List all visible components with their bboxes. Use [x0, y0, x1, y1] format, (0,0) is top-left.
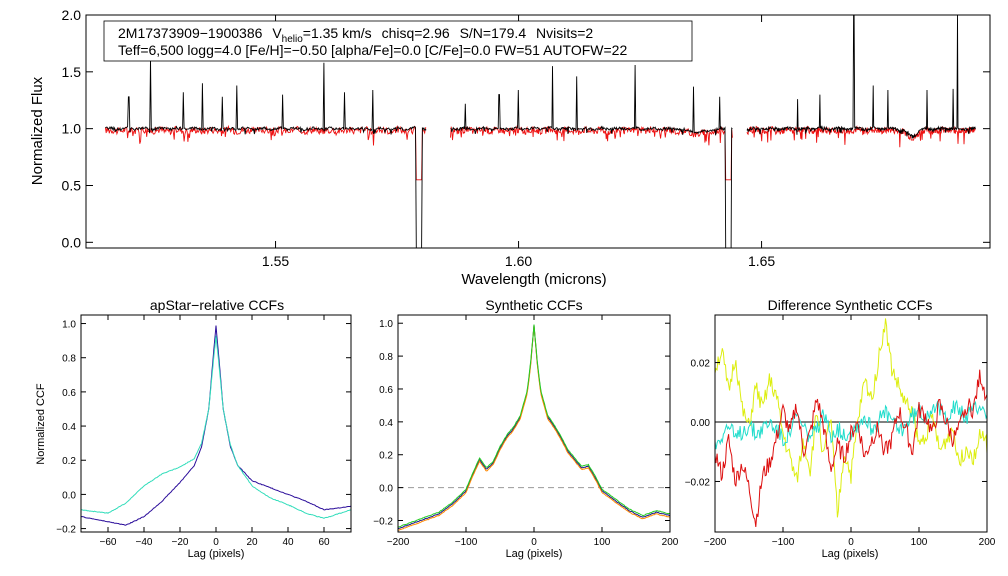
x-tick-label: −100 — [455, 537, 478, 548]
spectrum-ticks: 1.55 1.60 1.65 0.0 0.5 1.0 1.5 2.0 — [62, 7, 990, 269]
y-tick-label: 1.0 — [62, 121, 82, 137]
vhelio-prefix: V — [272, 25, 282, 41]
x-tick-label: 0 — [213, 537, 219, 548]
spectrum-model-chip-1 — [104, 124, 427, 181]
spectrum-plot-area — [104, 15, 976, 248]
x-tick-label: 0 — [531, 537, 537, 548]
difference-ccf-plot-area — [715, 318, 987, 527]
difference-ccf-x-axis-label: Lag (pixels) — [822, 548, 879, 560]
y-tick-label: 0.02 — [691, 359, 711, 370]
nvisits-value: Nvisits=2 — [536, 25, 593, 41]
x-tick-label: 100 — [594, 537, 611, 548]
vhelio-subscript: helio — [282, 34, 304, 45]
apstar_ccf-series-ccf_secondary — [81, 335, 351, 519]
annotation-line-2: Teff=6,500 logg=4.0 [Fe/H]=−0.50 [alpha/… — [118, 42, 627, 58]
x-tick-label: 40 — [282, 537, 294, 548]
y-tick-label: 0.2 — [62, 456, 76, 467]
x-tick-label: 20 — [246, 537, 258, 548]
x-tick-label: 1.60 — [505, 253, 532, 269]
difference-ccf-panel: Difference Synthetic CCFs −200 −100 0 100 20… — [685, 297, 996, 560]
difference_ccf-series-red — [715, 369, 987, 527]
y-tick-label: 0.4 — [62, 422, 76, 433]
x-tick-label: −40 — [136, 537, 153, 548]
x-tick-label: −200 — [387, 537, 410, 548]
spectrum-plot-frame — [85, 14, 991, 249]
spectrum-observed-chip-2 — [450, 64, 733, 248]
y-tick-label: 0.2 — [379, 451, 393, 462]
synthetic_ccf-series-green — [398, 324, 670, 528]
apstar-ccf-y-axis-label: Normalized CCF — [35, 383, 47, 465]
apstar-ccf-plot-area — [81, 325, 351, 526]
y-tick-label: 0.00 — [691, 418, 711, 429]
signal-to-noise: S/N=179.4 — [460, 25, 527, 41]
y-tick-label: 0.8 — [379, 352, 393, 363]
x-tick-label: 0 — [848, 537, 854, 548]
apstar-ccf-panel: apStar−relative CCFs −60 −40 −20 0 20 40 60 −0.… — [35, 297, 352, 560]
x-tick-label: 1.55 — [262, 253, 289, 269]
y-tick-label: 0.6 — [379, 385, 393, 396]
annotation-line-1: 2M17373909−1900386 Vhelio=1.35 km/s chis… — [118, 25, 593, 45]
spectrum-observed-chip-1 — [105, 58, 427, 248]
x-tick-label: −100 — [772, 537, 795, 548]
x-tick-label: 200 — [662, 537, 679, 548]
y-tick-label: −0.2 — [373, 516, 393, 527]
x-tick-label: −60 — [100, 537, 117, 548]
x-tick-label: 100 — [911, 537, 928, 548]
x-tick-label: −20 — [172, 537, 189, 548]
apstar-ccf-x-axis-label: Lag (pixels) — [188, 548, 245, 560]
synthetic-ccf-x-axis-label: Lag (pixels) — [506, 548, 563, 560]
y-tick-label: 1.0 — [62, 320, 76, 331]
apstar-ccf-ticks: −60 −40 −20 0 20 40 60 −0.2 0.0 0.2 0.4 0.6 0.8 1.0 — [56, 315, 351, 548]
spectrum-observed-chip-3 — [746, 15, 976, 139]
x-tick-label: 1.65 — [748, 253, 775, 269]
y-tick-label: 0.5 — [62, 177, 82, 193]
chisq-value: chisq=2.96 — [382, 25, 450, 41]
apstar-ccf-title: apStar−relative CCFs — [150, 297, 284, 313]
y-tick-label: 0.6 — [62, 388, 76, 399]
spectrum-panel: 1.55 1.60 1.65 0.0 0.5 1.0 1.5 2.0 Wavelength (… — [29, 7, 991, 288]
y-tick-label: 0.4 — [379, 418, 393, 429]
spectrum-y-axis-label: Normalized Flux — [29, 76, 46, 185]
y-tick-label: −0.2 — [56, 525, 76, 536]
y-tick-label: 1.0 — [379, 319, 393, 330]
synthetic-ccf-plot-area — [398, 324, 670, 531]
y-tick-label: 2.0 — [62, 7, 82, 23]
y-tick-label: 0.0 — [62, 234, 82, 250]
y-tick-label: −0.02 — [685, 477, 711, 488]
x-tick-label: 200 — [979, 537, 996, 548]
y-tick-label: 0.8 — [62, 354, 76, 365]
synthetic-ccf-title: Synthetic CCFs — [485, 297, 582, 313]
x-tick-label: 60 — [318, 537, 330, 548]
synthetic-ccf-panel: Synthetic CCFs −200 −100 0 100 200 −0.2 0.0 0.2… — [373, 297, 679, 560]
spectrum-x-axis-label: Wavelength (microns) — [461, 271, 606, 288]
star-id: 2M17373909−1900386 — [118, 25, 263, 41]
x-tick-label: −200 — [704, 537, 727, 548]
annotation-box — [103, 20, 693, 62]
spectrum-annotation: 2M17373909−1900386 Vhelio=1.35 km/s chis… — [103, 20, 693, 62]
difference_ccf-series-yellow — [715, 318, 987, 518]
y-tick-label: 0.0 — [62, 490, 76, 501]
difference-ccf-title: Difference Synthetic CCFs — [768, 297, 933, 313]
apstar_ccf-series-ccf_primary — [81, 325, 351, 526]
difference-ccf-ticks: −200 −100 0 100 200 −0.02 0.00 0.02 — [685, 315, 996, 548]
y-tick-label: 1.5 — [62, 64, 82, 80]
y-tick-label: 0.0 — [379, 484, 393, 495]
vhelio-value: =1.35 km/s — [303, 25, 372, 41]
synthetic-ccf-ticks: −200 −100 0 100 200 −0.2 0.0 0.2 0.4 0.6 0.8 1.0 — [373, 315, 679, 548]
